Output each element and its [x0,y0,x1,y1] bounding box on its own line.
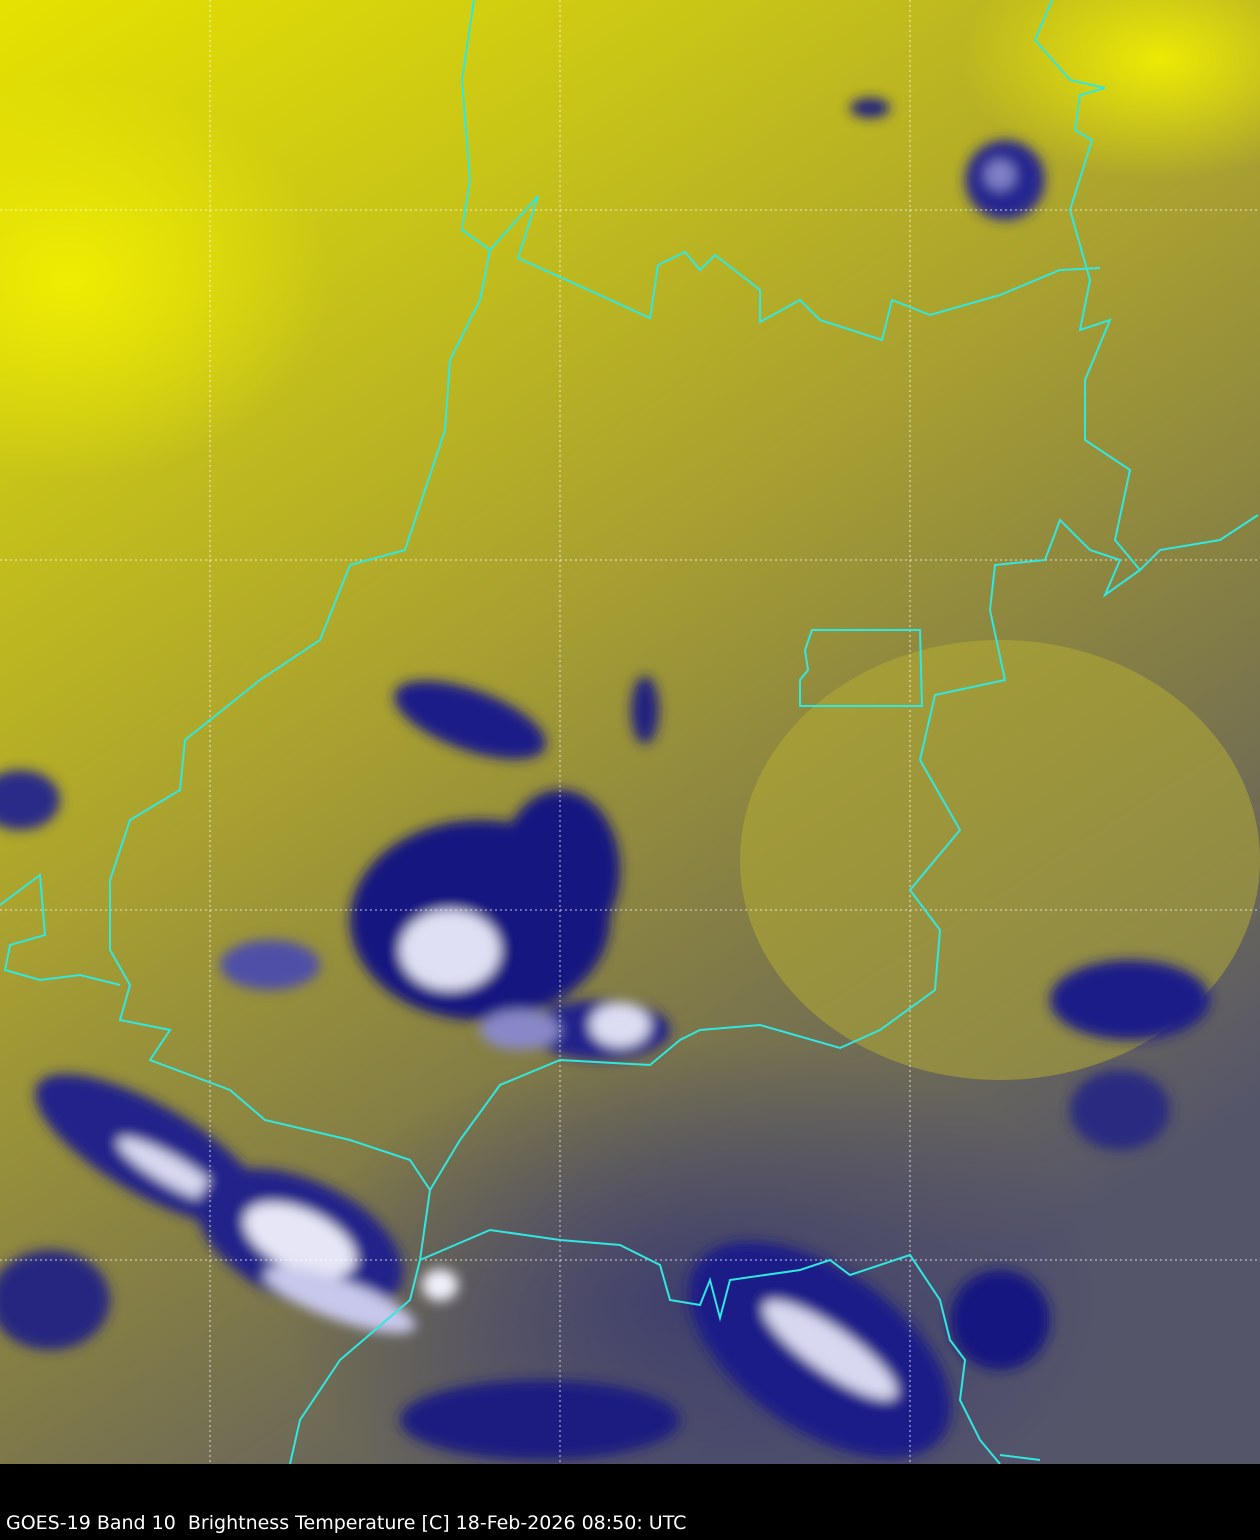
lat-lon-grid [0,0,1260,1464]
warm-region [0,80,330,480]
state-borders [0,0,1259,1464]
satellite-map [0,0,1260,1464]
image-caption: GOES-19 Band 10 Brightness Temperature [… [6,1512,687,1534]
warm-region [960,0,1260,180]
